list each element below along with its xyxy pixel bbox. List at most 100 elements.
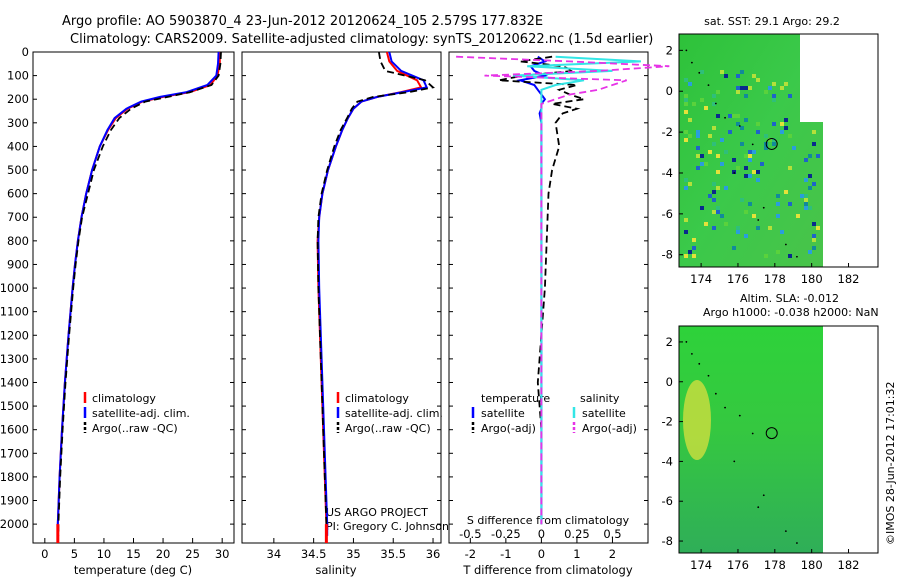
island-dot bbox=[733, 460, 736, 463]
sst-pixel bbox=[724, 186, 728, 190]
sst-pixel bbox=[696, 146, 700, 150]
x-tick-label: 35.5 bbox=[380, 547, 406, 561]
sst-pixel bbox=[732, 114, 736, 118]
sst-pixel bbox=[688, 250, 692, 254]
y-tick-label: 700 bbox=[7, 210, 29, 224]
sst-pixel bbox=[788, 254, 792, 258]
imos-timestamp: ©IMOS 28-Jun-2012 17:01:32 bbox=[884, 381, 897, 545]
title-line-1: Argo profile: AO 5903870_4 23-Jun-2012 2… bbox=[62, 14, 543, 29]
argo-location-marker bbox=[765, 137, 778, 150]
sst-pixel bbox=[712, 102, 716, 106]
sst-pixel bbox=[808, 186, 812, 190]
sst-pixel bbox=[708, 194, 712, 198]
sst-pixel bbox=[720, 138, 724, 142]
sla-high-patch bbox=[683, 380, 711, 460]
sst-pixel bbox=[772, 142, 776, 146]
y-tick-label: 800 bbox=[7, 234, 29, 248]
sst-pixel bbox=[768, 226, 772, 230]
map-x-tick-label: 180 bbox=[801, 272, 823, 286]
sst-pixel bbox=[704, 106, 708, 110]
sst-pixel bbox=[744, 118, 748, 122]
sst-pixel bbox=[812, 246, 816, 250]
y-tick-label: 200 bbox=[7, 92, 29, 106]
temperature-panel: temperature (deg C) climatology satellit… bbox=[0, 45, 235, 577]
sla-map-subtitle: Argo h1000: -0.038 h2000: NaN bbox=[703, 306, 879, 319]
y-tick-label: 1100 bbox=[0, 305, 29, 319]
sst-pixel bbox=[712, 198, 716, 202]
sst-pixel bbox=[712, 190, 716, 194]
sst-pixel bbox=[744, 210, 748, 214]
sst-pixel bbox=[684, 94, 688, 98]
sst-pixel bbox=[784, 118, 788, 122]
y-tick-label: 600 bbox=[7, 187, 29, 201]
sst-pixel bbox=[780, 230, 784, 234]
sst-pixel bbox=[696, 130, 700, 134]
series-line-climatology bbox=[56, 52, 221, 536]
sst-pixel bbox=[808, 206, 812, 210]
x-tick-label: -2 bbox=[465, 547, 476, 561]
salinity-legend: climatology satellite-adj. clim. Argo(..… bbox=[336, 392, 443, 435]
map-y-tick-label: -4 bbox=[662, 166, 673, 180]
x-tick-label: 1 bbox=[573, 547, 580, 561]
argo-location-marker bbox=[765, 427, 778, 440]
sst-pixel bbox=[704, 222, 708, 226]
sst-pixel bbox=[752, 214, 756, 218]
sst-pixel bbox=[688, 134, 692, 138]
island-dot bbox=[707, 374, 710, 377]
sst-pixel bbox=[736, 74, 740, 78]
island-dot bbox=[762, 494, 765, 497]
sst-pixel bbox=[784, 190, 788, 194]
y-tick-label: 500 bbox=[7, 163, 29, 177]
island-dot bbox=[784, 243, 787, 246]
sst-pixel bbox=[776, 194, 780, 198]
sst-pixel bbox=[804, 202, 808, 206]
map-y-tick-label: -2 bbox=[662, 125, 673, 139]
sst-pixel bbox=[744, 234, 748, 238]
sst-pixel bbox=[740, 70, 744, 74]
y-tick-label: 2000 bbox=[0, 517, 29, 531]
x-tick-label: -0.5 bbox=[459, 527, 481, 541]
legend-climatology: climatology bbox=[345, 392, 409, 405]
sst-pixel bbox=[740, 126, 744, 130]
sst-pixel bbox=[716, 154, 720, 158]
sst-pixel bbox=[812, 142, 816, 146]
sst-pixel bbox=[684, 98, 688, 102]
sst-pixel bbox=[812, 222, 816, 226]
y-tick-label: 400 bbox=[7, 139, 29, 153]
sst-pixel bbox=[724, 222, 728, 226]
island-dot bbox=[784, 530, 787, 532]
island-dot bbox=[724, 406, 726, 409]
temperature-legend: climatology satellite-adj. clim. Argo(..… bbox=[83, 392, 190, 435]
sst-pixel bbox=[756, 130, 760, 134]
difference-legend: temperature salinity satellite Argo(-adj… bbox=[471, 392, 637, 435]
map-y-tick-label: -2 bbox=[662, 415, 673, 429]
sst-pixel bbox=[756, 122, 760, 126]
s-difference-axis-label: S difference from climatology bbox=[467, 514, 630, 527]
map-y-tick-label: -8 bbox=[662, 248, 673, 262]
sst-pixel bbox=[760, 162, 764, 166]
sst-pixel bbox=[756, 226, 760, 230]
series-line-salinity-argo-adj- bbox=[456, 55, 670, 525]
sst-pixel bbox=[764, 134, 768, 138]
t-difference-axis-label: T difference from climatology bbox=[462, 563, 633, 577]
sst-pixel bbox=[776, 250, 780, 254]
sst-pixel bbox=[772, 122, 776, 126]
sst-pixel bbox=[812, 238, 816, 242]
island-dot bbox=[796, 255, 798, 258]
legend-temp-satellite: satellite bbox=[481, 407, 525, 420]
sst-pixel bbox=[788, 94, 792, 98]
difference-panel: T difference from climatology S differen… bbox=[448, 51, 670, 577]
sst-pixel bbox=[772, 138, 776, 142]
sst-pixel bbox=[696, 166, 700, 170]
sst-map: sat. SST: 29.1 Argo: 29.2 174 176 178 180 18… bbox=[662, 15, 879, 286]
sst-pixel bbox=[788, 166, 792, 170]
temperature-axis-label: temperature (deg C) bbox=[74, 563, 192, 577]
map-x-tick-label: 174 bbox=[690, 558, 712, 572]
sst-pixel bbox=[804, 206, 808, 210]
sst-pixel bbox=[748, 158, 752, 162]
sst-pixel bbox=[684, 186, 688, 190]
island-dot bbox=[724, 116, 726, 119]
sst-pixel bbox=[748, 154, 752, 158]
sst-pixel bbox=[736, 90, 740, 94]
